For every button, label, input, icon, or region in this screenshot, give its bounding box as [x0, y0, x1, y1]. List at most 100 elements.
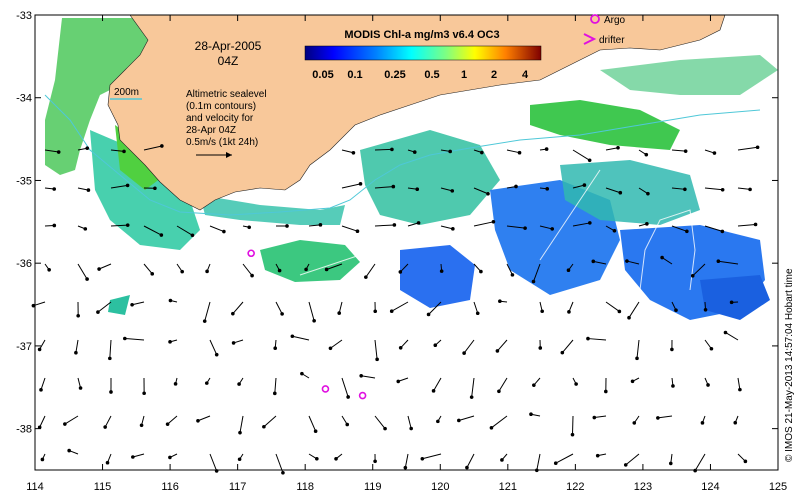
velocity-arrow-head [180, 269, 184, 274]
velocity-arrow [292, 335, 310, 341]
longitude-axis: 114 115 116 117 118 119 120 121 122 123 124 125 [26, 15, 787, 493]
sealevel-contour-1 [299, 254, 361, 276]
drifter-legend-label: drifter [599, 35, 625, 46]
velocity-arrow [263, 415, 277, 428]
velocity-arrow-head [237, 382, 241, 386]
velocity-arrow-head [523, 226, 527, 230]
velocity-arrow-head [277, 268, 282, 273]
velocity-arrow-head [409, 426, 413, 431]
colorbar-labels: 0.05 0.1 0.25 0.5 1 2 4 [312, 69, 529, 81]
velocity-arrow-head [202, 319, 207, 323]
velocity-arrow-head [706, 383, 710, 387]
velocity-arrow [593, 260, 607, 265]
velocity-arrow-head [451, 227, 455, 231]
velocity-arrow-head [450, 189, 455, 193]
sealevel-note-2: (0.1m contours) [186, 101, 256, 112]
velocity-arrow [671, 149, 686, 152]
colorbar-label: 2 [491, 69, 497, 81]
velocity-arrow [466, 453, 475, 468]
velocity-arrow-head [448, 149, 452, 154]
velocity-arrow-head [550, 227, 555, 231]
velocity-arrow [572, 149, 590, 161]
velocity-arrow [374, 148, 392, 151]
velocity-arrow-head [351, 150, 356, 155]
velocity-arrow [625, 453, 640, 466]
velocity-arrow-head [37, 347, 42, 352]
chl-patch-green-east [530, 100, 680, 150]
sealevel-contour-2 [539, 169, 601, 261]
velocity-arrow [533, 263, 541, 282]
velocity-arrow-head [52, 223, 57, 228]
velocity-arrow-head [375, 357, 379, 362]
velocity-arrow [718, 260, 739, 265]
velocity-arrow [737, 223, 756, 227]
velocity-arrow-head [345, 422, 350, 427]
velocity-arrow [473, 221, 494, 227]
velocity-arrow-head [324, 267, 329, 272]
velocity-arrow-head [514, 184, 518, 189]
velocity-arrow [341, 377, 349, 398]
velocity-arrow [407, 415, 412, 429]
velocity-arrow-head [510, 273, 515, 277]
velocity-arrow-head [392, 223, 397, 227]
argo-float-marker [358, 391, 367, 400]
velocity-arrow-head [693, 468, 697, 473]
velocity-arrow-head [105, 460, 110, 465]
velocity-arrow-head [489, 426, 494, 430]
velocity-arrow-head [403, 465, 408, 470]
velocity-arrow-head [645, 222, 649, 226]
velocity-arrow-head [123, 336, 127, 341]
velocity-arrow-head [660, 255, 664, 260]
velocity-arrow [422, 453, 442, 460]
isobath-200m [44, 94, 761, 216]
velocity-arrow-head [690, 273, 695, 278]
velocity-arrow-head [671, 384, 675, 388]
velocity-arrow-head [646, 191, 650, 196]
velocity-arrow [458, 415, 475, 421]
lon-tick-label: 124 [701, 481, 719, 493]
velocity-arrow-head [738, 387, 742, 392]
velocity-arrow [143, 225, 162, 236]
velocity-arrow [308, 224, 321, 227]
velocity-arrow [197, 415, 211, 422]
velocity-arrow-head [125, 223, 130, 227]
velocity-arrow [571, 415, 574, 435]
velocity-arrow-head [683, 149, 688, 153]
velocity-arrow [109, 339, 112, 359]
velocity-arrow-head [729, 300, 734, 305]
velocity-arrow [64, 415, 79, 425]
velocity-arrow-head [498, 299, 502, 304]
velocity-arrow-head [318, 223, 323, 227]
velocity-arrow [242, 263, 253, 276]
velocity-arrow [399, 263, 409, 273]
velocity-arrow-head [122, 149, 126, 154]
lon-tick-label: 125 [769, 481, 787, 493]
velocity-arrow-head [328, 346, 333, 351]
velocity-arrow [628, 301, 640, 318]
velocity-arrow [704, 339, 712, 350]
velocity-arrow [539, 225, 553, 230]
velocity-arrow-head [76, 313, 80, 318]
velocity-arrow-head [560, 350, 565, 355]
velocity-arrow-head [415, 187, 420, 192]
colorbar-label: 0.05 [312, 69, 333, 81]
chl-patch-speck-1 [108, 295, 130, 315]
velocity-arrow-head [383, 426, 387, 431]
velocity-arrow-head [544, 147, 549, 151]
velocity-arrow [536, 453, 541, 471]
velocity-arrow [433, 377, 442, 392]
velocity-arrow-head [313, 429, 318, 434]
velocity-arrow-head [480, 150, 484, 155]
velocity-arrow-head [703, 307, 708, 312]
velocity-arrow [44, 149, 59, 153]
velocity-arrow [440, 187, 453, 192]
velocity-arrow-head [153, 186, 157, 191]
velocity-arrow-head [588, 221, 592, 225]
velocity-arrow-head [373, 459, 377, 464]
velocity-arrow [605, 301, 620, 312]
velocity-arrow-head [436, 419, 440, 424]
velocity-arrow-head [389, 309, 394, 314]
lon-tick-label: 117 [229, 481, 247, 493]
velocity-arrow [506, 149, 520, 154]
